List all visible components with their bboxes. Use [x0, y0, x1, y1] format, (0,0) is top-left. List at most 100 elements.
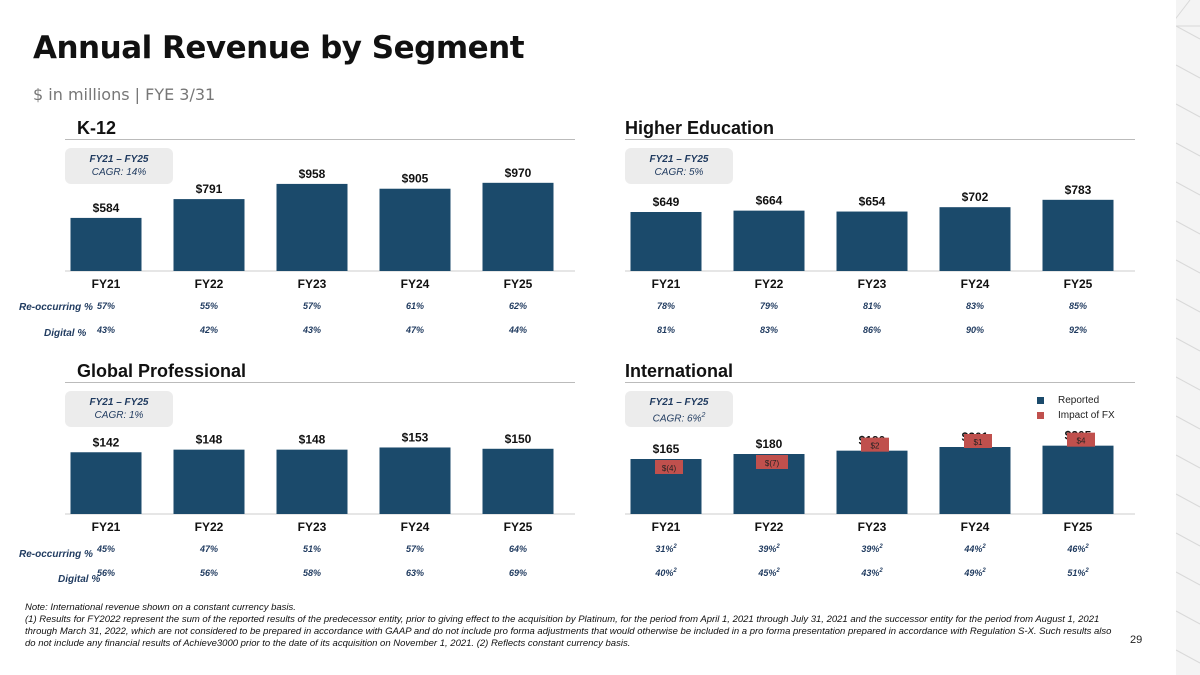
reoccurring-value: 46%2 — [1066, 544, 1089, 554]
legend: Reported Impact of FX — [1037, 393, 1115, 423]
bar — [379, 447, 451, 514]
panel-title: Global Professional — [77, 361, 247, 381]
reoccurring-value: 51% — [303, 544, 321, 554]
fx-label: $2 — [871, 442, 880, 451]
panel-higher-education: Higher Education FY21 – FY25 CAGR: 5% $6… — [625, 118, 1170, 353]
grid-line — [1175, 649, 1200, 664]
bar — [482, 448, 554, 514]
panel-international: International FY21 – FY25 CAGR: 6%2 $165… — [625, 361, 1170, 596]
reoccurring-label: Re-occurring % — [19, 302, 93, 313]
digital-value: 49%2 — [963, 568, 986, 578]
data-label: $584 — [93, 201, 120, 215]
digital-value: 56% — [97, 568, 115, 578]
bar — [836, 211, 908, 271]
reoccurring-value: 85% — [1069, 301, 1087, 311]
data-label: $142 — [93, 435, 120, 449]
grid-line — [1175, 220, 1200, 235]
data-label: $153 — [402, 430, 429, 444]
category-label: FY22 — [195, 277, 224, 291]
legend-item-reported: Reported — [1037, 393, 1115, 408]
bar — [1042, 199, 1114, 271]
data-label: $905 — [402, 172, 429, 186]
bar — [733, 210, 805, 271]
digital-value: 42% — [199, 325, 218, 335]
category-label: FY21 — [652, 277, 681, 291]
category-label: FY25 — [1064, 520, 1093, 534]
cagr-value: CAGR: 1% — [94, 410, 144, 421]
panel-title: International — [625, 361, 734, 381]
data-label: $970 — [505, 166, 532, 180]
footnote-detail: (1) Results for FY2022 represent the sum… — [25, 614, 1112, 649]
data-label: $180 — [756, 437, 783, 451]
grid-line — [1175, 181, 1200, 196]
footnote-ref: 2 — [1084, 568, 1089, 574]
cagr-period: FY21 – FY25 — [89, 397, 149, 408]
category-label: FY25 — [504, 277, 533, 291]
fx-label: $1 — [974, 438, 983, 447]
category-label: FY25 — [1064, 277, 1093, 291]
panel-global-professional: Global Professional FY21 – FY25 CAGR: 1%… — [65, 361, 610, 596]
cagr-footnote-ref: 2 — [701, 412, 706, 419]
fx-bar — [1067, 432, 1095, 447]
fx-bar — [964, 434, 992, 448]
category-label: FY23 — [298, 277, 327, 291]
panel-k12: K-12 FY21 – FY25 CAGR: 14% $584 FY21 57% 43… — [65, 118, 610, 353]
panel-rule — [65, 382, 575, 383]
digital-label: Digital % — [44, 328, 87, 339]
category-label: FY21 — [92, 520, 121, 534]
footnote-ref: 2 — [981, 568, 986, 574]
reoccurring-value: 39%2 — [758, 544, 780, 554]
category-label: FY24 — [961, 277, 990, 291]
digital-value: 83% — [760, 325, 778, 335]
cagr-box: FY21 – FY25 CAGR: 14% — [65, 148, 173, 184]
reoccurring-value: 57% — [97, 301, 115, 311]
fx-label: $(4) — [662, 464, 677, 473]
digital-value: 43% — [302, 325, 321, 335]
cagr-value: CAGR: 6% — [652, 413, 702, 425]
bar-chart: $165 $(4) FY21 31%2 40%2 $180 $(7) FY22 39%2 45%2… — [625, 429, 1135, 578]
category-label: FY21 — [92, 277, 121, 291]
reoccurring-value: 78% — [657, 301, 675, 311]
bar-chart: $142 FY21 45% 56% $148 FY22 47% 56% $148 FY23 51% 5… — [65, 430, 575, 578]
footnote-ref: 2 — [775, 568, 780, 574]
legend-label: Impact of FX — [1058, 410, 1115, 421]
fx-bar — [861, 437, 889, 452]
category-label: FY23 — [858, 520, 887, 534]
footnote-ref: 2 — [981, 544, 986, 550]
grid-line — [1175, 376, 1200, 391]
footnote-ref: 2 — [672, 544, 677, 550]
bar — [173, 199, 245, 271]
fx-bar — [756, 455, 788, 469]
grid-line — [1175, 454, 1200, 469]
data-label: $150 — [505, 432, 532, 446]
footnote-ref: 2 — [1084, 544, 1089, 550]
category-label: FY22 — [755, 520, 784, 534]
cagr-period: FY21 – FY25 — [649, 397, 709, 408]
data-label: $702 — [962, 190, 989, 204]
grid-line — [1175, 415, 1200, 430]
digital-value: 44% — [508, 325, 527, 335]
footnote-note: Note: International revenue shown on a c… — [25, 602, 296, 613]
cagr-value: CAGR: 5% — [654, 167, 704, 178]
grid-line — [1175, 337, 1200, 352]
footnote-ref: 2 — [672, 568, 677, 574]
data-label: $165 — [653, 442, 680, 456]
reoccurring-value: 31%2 — [655, 544, 677, 554]
reoccurring-value: 64% — [509, 544, 527, 554]
grid-line — [1175, 298, 1200, 313]
grid-line — [1175, 103, 1200, 118]
reoccurring-value: 83% — [966, 301, 984, 311]
grid-line — [1175, 142, 1200, 157]
digital-value: 90% — [966, 325, 984, 335]
bar — [276, 449, 348, 514]
bar — [1042, 445, 1114, 514]
data-label: $958 — [299, 167, 326, 181]
reoccurring-value: 39%2 — [861, 544, 883, 554]
digital-value: 69% — [509, 568, 527, 578]
bar — [939, 447, 1011, 514]
data-label: $148 — [299, 433, 326, 447]
panel-rule — [625, 382, 1135, 383]
data-label: $654 — [859, 195, 886, 209]
reoccurring-value: 57% — [406, 544, 424, 554]
digital-value: 86% — [863, 325, 881, 335]
